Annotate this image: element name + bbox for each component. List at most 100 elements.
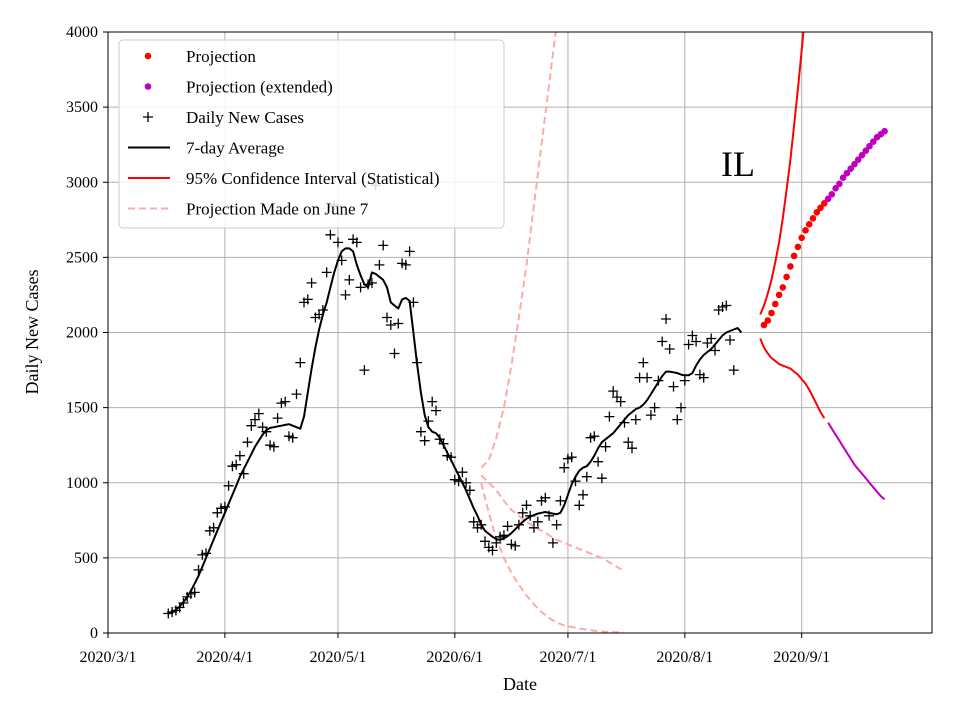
daily-case-marker (223, 480, 234, 491)
projection-point (775, 291, 783, 299)
daily-case-marker (238, 468, 249, 479)
daily-case-marker (672, 414, 683, 425)
june7-projection-lower-line (480, 482, 625, 633)
ci-upper-line (759, 32, 805, 315)
daily-case-marker (359, 365, 370, 376)
daily-case-marker (615, 396, 626, 407)
daily-case-marker (725, 335, 735, 345)
daily-case-marker (566, 452, 577, 463)
daily-case-marker (219, 501, 230, 512)
daily-case-marker (487, 545, 498, 556)
projection-point (764, 317, 772, 324)
daily-case-marker (468, 516, 479, 527)
y-tick-label: 500 (74, 550, 98, 567)
daily-case-marker (559, 462, 570, 473)
daily-case-marker (668, 381, 679, 392)
daily-case-marker (657, 336, 668, 347)
projection-point (779, 284, 787, 291)
daily-case-marker (510, 540, 521, 551)
daily-case-marker (661, 314, 671, 324)
daily-case-marker (344, 274, 355, 285)
daily-case-marker (627, 443, 637, 454)
daily-case-marker (600, 441, 611, 452)
daily-case-marker (389, 348, 400, 359)
projection-point (809, 215, 817, 222)
seven-day-average-line (167, 247, 743, 615)
daily-case-marker (529, 522, 539, 533)
daily-case-marker (446, 452, 457, 463)
daily-case-marker (321, 267, 332, 278)
daily-case-marker (231, 459, 242, 470)
daily-case-marker (491, 537, 502, 548)
daily-case-marker (382, 312, 392, 323)
daily-case-marker (551, 519, 562, 530)
daily-case-marker (272, 413, 283, 424)
daily-case-marker (521, 500, 532, 511)
daily-case-marker (366, 277, 377, 288)
daily-case-marker (287, 432, 298, 443)
daily-case-marker (544, 510, 555, 521)
daily-case-marker (253, 408, 264, 419)
projection-extended-point (866, 142, 873, 150)
daily-case-marker (540, 492, 551, 503)
daily-case-marker (581, 471, 592, 482)
daily-case-marker (385, 320, 396, 330)
daily-case-marker (419, 435, 430, 446)
legend-box (118, 39, 505, 229)
daily-case-marker (457, 467, 468, 478)
daily-case-marker (604, 411, 615, 422)
daily-case-marker (710, 345, 720, 356)
x-tick-label: 2020/3/1 (80, 649, 137, 666)
daily-case-marker (201, 548, 211, 559)
series-layer (163, 32, 888, 633)
y-tick-label: 2000 (66, 325, 98, 342)
ci-lower-line (759, 338, 826, 419)
daily-case-marker (189, 587, 200, 598)
daily-case-marker (415, 426, 426, 437)
daily-case-marker (355, 282, 366, 293)
daily-case-marker (525, 510, 536, 521)
daily-case-marker (664, 344, 675, 354)
legend-entry-label: 95% Confidence Interval (Statistical) (186, 169, 440, 188)
daily-case-marker (423, 416, 434, 427)
june7-projection-upper-line (480, 32, 557, 469)
daily-case-marker (578, 489, 588, 500)
daily-case-marker (547, 537, 558, 548)
daily-case-marker (268, 441, 279, 452)
projection-extended-point (881, 127, 888, 135)
daily-case-marker (336, 255, 347, 266)
daily-case-marker (676, 402, 686, 413)
legend-swatch-plus (143, 112, 153, 122)
daily-case-marker (400, 259, 411, 270)
daily-case-marker (378, 240, 389, 251)
daily-case-marker (291, 389, 302, 400)
daily-case-marker (653, 375, 664, 386)
projection-point (821, 200, 828, 207)
projection-point (772, 300, 779, 308)
legend-entry-label: 7-day Average (186, 139, 284, 158)
legend-entry-label: Projection (extended) (186, 78, 333, 97)
daily-case-marker (593, 456, 604, 467)
daily-case-marker (683, 339, 694, 350)
daily-case-marker (325, 229, 336, 240)
daily-case-marker (234, 450, 245, 461)
x-tick-label: 2020/7/1 (539, 649, 596, 666)
daily-case-marker (193, 564, 204, 575)
daily-case-marker (333, 237, 343, 248)
projection-extended-point (839, 174, 847, 181)
projection-extended-point (858, 151, 866, 159)
daily-case-marker (574, 500, 585, 511)
daily-case-marker (431, 405, 441, 416)
projection-point (783, 273, 790, 281)
projection-point (802, 227, 809, 234)
state-label: IL (721, 144, 755, 184)
daily-case-marker (178, 598, 189, 608)
y-tick-label: 1500 (66, 400, 98, 417)
daily-case-marker (317, 305, 328, 315)
daily-case-marker (619, 417, 630, 428)
daily-case-marker (480, 536, 490, 547)
projection-extended-point (854, 156, 862, 163)
projection-extended-point (832, 185, 839, 192)
